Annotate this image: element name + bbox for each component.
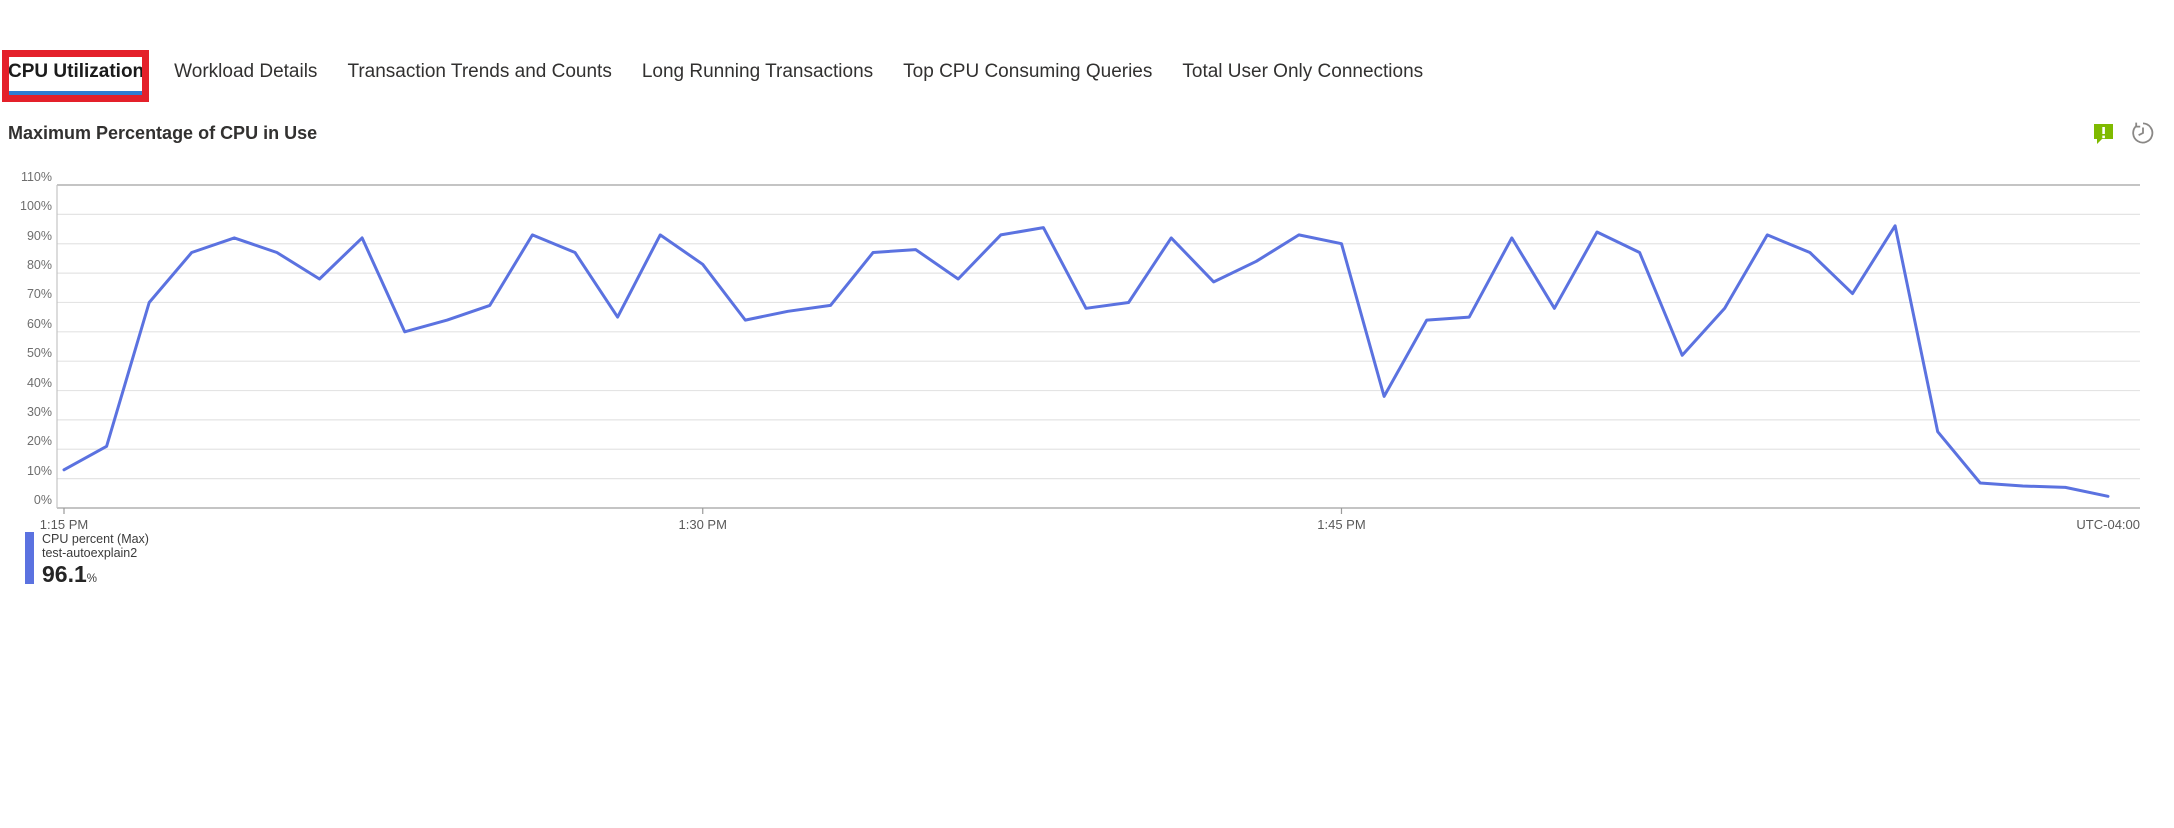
tab-long-running-transactions[interactable]: Long Running Transactions bbox=[641, 61, 874, 82]
legend-max-value: 96.1% bbox=[42, 561, 97, 587]
x-axis-label-1-45-PM: 1:45 PM bbox=[1317, 517, 1366, 532]
y-axis-label-80: 80% bbox=[26, 258, 52, 273]
tab-cpu-utilization[interactable]: CPU Utilization bbox=[8, 60, 145, 95]
x-axis-label-1-15-PM: 1:15 PM bbox=[39, 517, 89, 532]
y-axis-label-110: 110% bbox=[20, 170, 52, 184]
cpu-percent-series-line[interactable] bbox=[62, 224, 2110, 498]
y-axis-label-0: 0% bbox=[33, 493, 52, 507]
tab-workload-details[interactable]: Workload Details bbox=[174, 61, 318, 82]
chart-toolbar bbox=[2090, 120, 2156, 146]
y-axis-label-60: 60% bbox=[26, 316, 52, 331]
y-axis-label-30: 30% bbox=[26, 404, 52, 419]
legend-resource-name: test-autoexplain2 bbox=[42, 546, 138, 560]
legend-series-label: CPU percent (Max) bbox=[42, 532, 149, 546]
x-axis-utc-offset-label: UTC-04:00 bbox=[2076, 517, 2140, 532]
legend-unit: % bbox=[86, 573, 97, 585]
y-axis-label-50: 50% bbox=[26, 346, 52, 361]
history-clock-icon[interactable] bbox=[2130, 120, 2156, 146]
legend-item-cpu-percent[interactable]: CPU percent (Max) test-autoexplain2 96.1… bbox=[25, 532, 149, 591]
feedback-icon[interactable] bbox=[2090, 120, 2116, 146]
y-axis-label-70: 70% bbox=[26, 287, 52, 302]
legend-color-bar bbox=[25, 532, 34, 584]
y-axis-label-20: 20% bbox=[26, 434, 52, 449]
tab-total-user-only-connections[interactable]: Total User Only Connections bbox=[1182, 61, 1424, 82]
y-axis-label-40: 40% bbox=[26, 375, 52, 390]
tab-bar: CPU Utilization Workload Details Transacti… bbox=[8, 60, 1423, 95]
tab-top-cpu-consuming-queries[interactable]: Top CPU Consuming Queries bbox=[903, 61, 1153, 82]
y-axis-label-90: 90% bbox=[26, 228, 52, 243]
y-axis-label-100: 100% bbox=[20, 199, 52, 214]
chart-title: Maximum Percentage of CPU in Use bbox=[8, 123, 318, 143]
y-axis-label-10: 10% bbox=[26, 463, 52, 478]
tab-transaction-trends-and-counts[interactable]: Transaction Trends and Counts bbox=[347, 61, 612, 82]
x-axis-label-1-30-PM: 1:30 PM bbox=[678, 517, 727, 532]
